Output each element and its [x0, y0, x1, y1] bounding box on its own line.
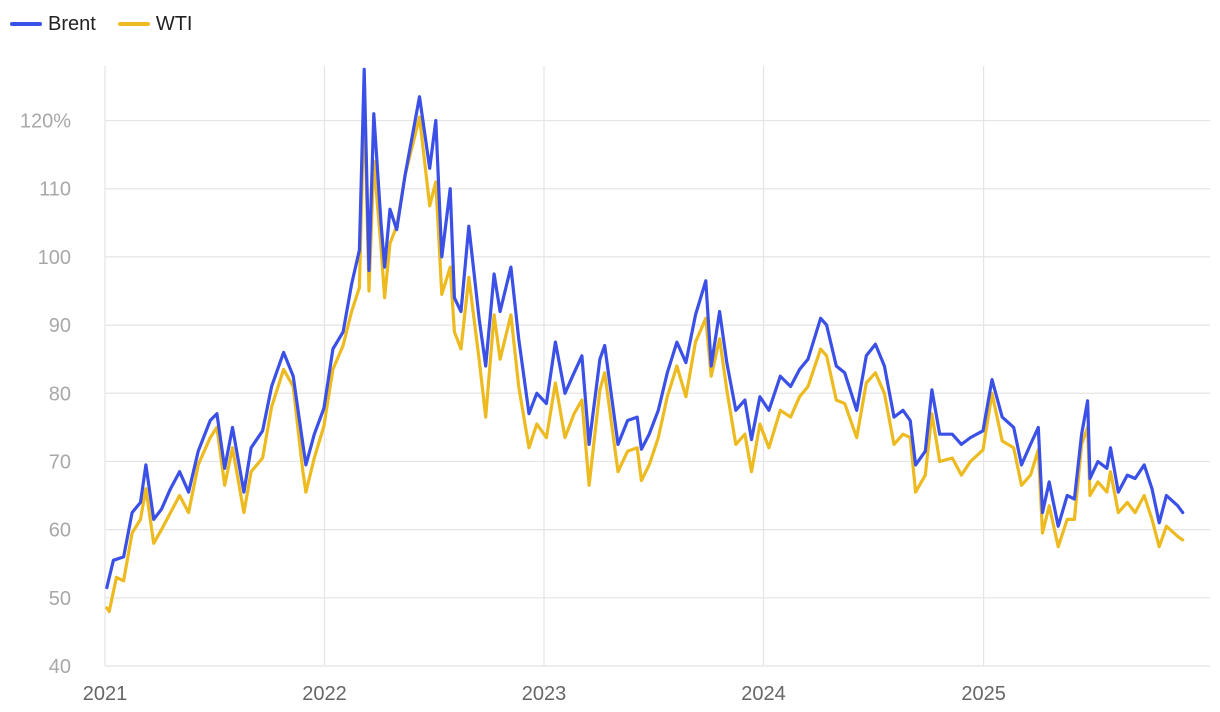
y-tick-label: 50	[49, 588, 71, 610]
legend-swatch-brent	[10, 22, 42, 26]
legend-label-brent: Brent	[48, 12, 96, 35]
x-tick-label: 2023	[522, 683, 567, 705]
x-axis-labels: 2021 2022 2023 2024 2025	[83, 683, 1006, 705]
y-tick-label: 90	[49, 315, 71, 337]
legend-swatch-wti	[117, 22, 150, 26]
y-tick-label: 60	[49, 520, 71, 542]
chart-legend: Brent WTI	[10, 10, 192, 38]
x-tick-label: 2022	[302, 683, 347, 705]
y-tick-label: 120%	[20, 111, 71, 133]
y-tick-label: 40	[49, 656, 71, 678]
vertical-gridlines	[104, 66, 985, 666]
series-lines	[105, 67, 1185, 614]
series-line-brent	[105, 67, 1185, 590]
y-tick-label: 110	[39, 179, 71, 201]
y-axis-labels: 40 50 60 70 80 90 100 110 120%	[20, 111, 71, 678]
x-tick-label: 2025	[961, 683, 1006, 705]
horizontal-gridlines	[105, 119, 1210, 667]
x-tick-label: 2024	[741, 683, 786, 705]
y-tick-label: 80	[49, 383, 71, 405]
legend-label-wti: WTI	[155, 12, 193, 35]
y-tick-label: 100	[38, 247, 71, 269]
legend-item-wti[interactable]: WTI	[117, 12, 193, 36]
y-tick-label: 70	[49, 451, 71, 473]
x-tick-label: 2021	[83, 683, 128, 705]
series-line-wti	[105, 95, 1185, 614]
legend-item-brent[interactable]: Brent	[10, 13, 96, 36]
